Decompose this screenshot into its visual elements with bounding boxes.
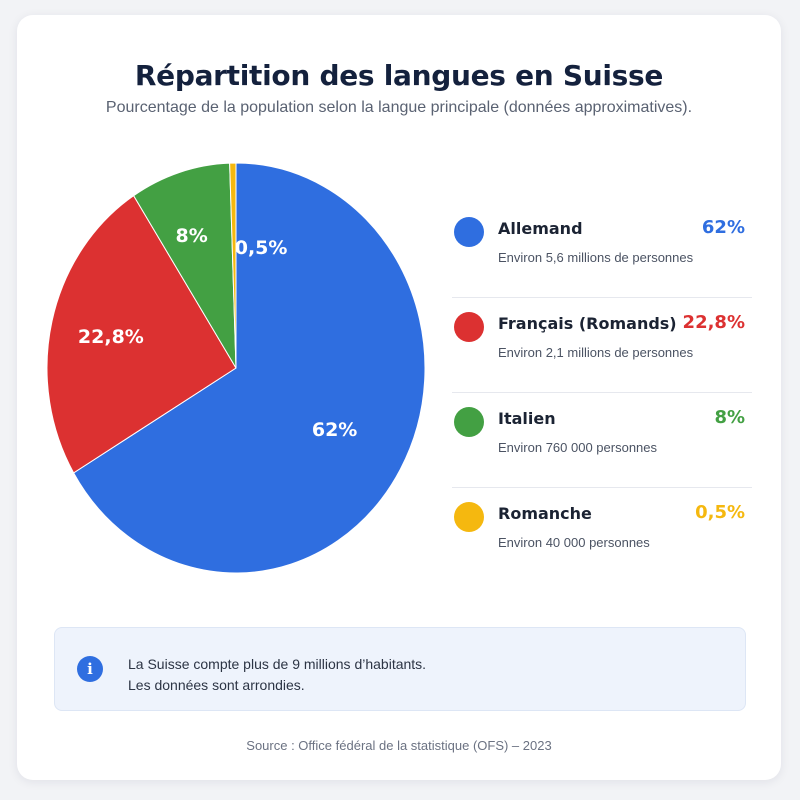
legend-percent: 0,5%	[695, 502, 745, 523]
legend-percent: 22,8%	[682, 312, 745, 333]
legend-percent: 8%	[714, 407, 745, 428]
chart-card: Répartition des langues en Suisse Pource…	[17, 15, 781, 780]
legend-item-francais: Français (Romands) 22,8% Environ 2,1 mil…	[452, 298, 752, 393]
legend-item-italien: Italien 8% Environ 760 000 personnes	[452, 393, 752, 488]
legend-label: Allemand	[498, 219, 583, 238]
legend-swatch-romanche	[454, 502, 484, 532]
legend-description: Environ 40 000 personnes	[498, 535, 650, 550]
legend-item-romanche: Romanche 0,5% Environ 40 000 personnes	[452, 488, 752, 582]
pie-slice-label-2: 8%	[176, 225, 208, 247]
legend-description: Environ 760 000 personnes	[498, 440, 658, 455]
legend: Allemand 62% Environ 5,6 millions de per…	[452, 203, 752, 582]
legend-label: Italien	[498, 409, 556, 428]
pie-slice-1	[47, 194, 237, 474]
pie-slice-label-1: 22,8%	[78, 326, 144, 348]
legend-swatch-francais	[454, 312, 484, 342]
legend-label: Romanche	[498, 504, 592, 523]
pie-slice-label-3: 0,5%	[235, 237, 288, 259]
legend-description: Environ 2,1 millions de personnes	[498, 345, 694, 360]
legend-swatch-italien	[454, 407, 484, 437]
legend-item-allemand: Allemand 62% Environ 5,6 millions de per…	[452, 203, 752, 298]
chart-title: Répartition des langues en Suisse	[134, 59, 664, 92]
pie-slice-2	[132, 163, 237, 369]
chart-subtitle: Pourcentage de la population selon la la…	[105, 99, 693, 116]
legend-swatch-allemand	[454, 217, 484, 247]
info-icon: i	[77, 656, 103, 682]
info-line: La Suisse compte plus de 9 millions d’ha…	[128, 656, 427, 672]
legend-percent: 62%	[701, 217, 745, 238]
pie-slice-3	[229, 163, 237, 369]
info-box: i La Suisse compte plus de 9 millions d’…	[54, 627, 746, 711]
pie-slice-label-0: 62%	[312, 419, 357, 441]
info-text: La Suisse compte plus de 9 millions d’ha…	[128, 654, 426, 696]
info-line: Les données sont arrondies.	[128, 677, 305, 693]
source-note: Source : Office fédéral de la statistiqu…	[246, 738, 552, 753]
pie-slice-0	[72, 163, 426, 574]
pie-chart: 62% 22,8% 8% 0,5%	[47, 163, 426, 574]
legend-label: Français (Romands)	[498, 314, 677, 333]
legend-description: Environ 5,6 millions de personnes	[498, 250, 694, 265]
